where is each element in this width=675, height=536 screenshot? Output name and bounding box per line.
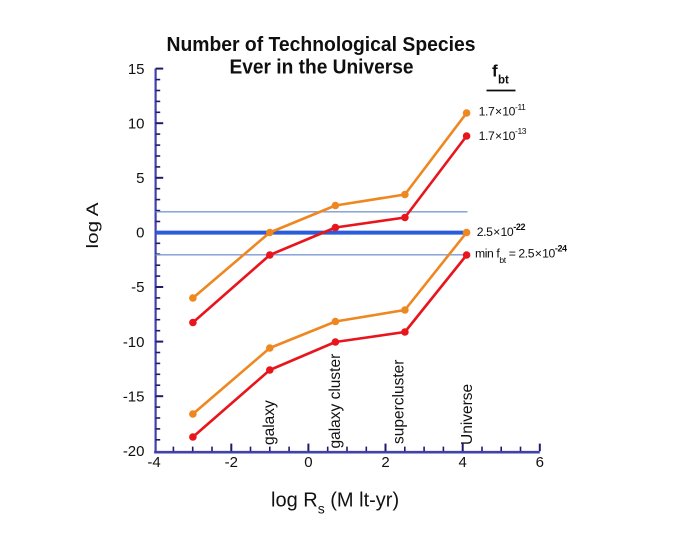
svg-text:f: f	[492, 62, 498, 81]
svg-text:min fbt = 2.5 × 10-24: min fbt = 2.5 × 10-24	[475, 243, 567, 264]
svg-text:-4: -4	[147, 454, 160, 471]
svg-text:Ever in the Universe: Ever in the Universe	[230, 57, 414, 79]
svg-text:-15: -15	[123, 388, 145, 405]
svg-text:15: 15	[128, 61, 145, 78]
svg-text:-20: -20	[123, 443, 145, 460]
svg-text:Universe: Universe	[459, 384, 476, 445]
svg-text:4: 4	[459, 454, 467, 471]
svg-text:0: 0	[136, 225, 144, 242]
svg-text:-2: -2	[225, 454, 238, 471]
svg-text:-5: -5	[131, 279, 144, 296]
svg-text:1.7 × 10-11: 1.7 × 10-11	[479, 102, 527, 119]
svg-text:6: 6	[536, 454, 544, 471]
svg-text:galaxy cluster: galaxy cluster	[327, 354, 344, 449]
svg-text:10: 10	[128, 115, 145, 132]
svg-text:0: 0	[304, 454, 312, 471]
svg-text:supercluster: supercluster	[391, 360, 408, 444]
svg-text:1.7 × 10-13: 1.7 × 10-13	[479, 126, 527, 143]
svg-text:5: 5	[136, 170, 144, 187]
svg-text:galaxy: galaxy	[261, 400, 278, 445]
svg-text:log A: log A	[83, 202, 102, 249]
svg-text:-10: -10	[123, 334, 145, 351]
svg-text:Number of Technological Specie: Number of Technological Species	[167, 34, 476, 56]
svg-text:2: 2	[381, 454, 389, 471]
svg-text:bt: bt	[498, 75, 509, 87]
